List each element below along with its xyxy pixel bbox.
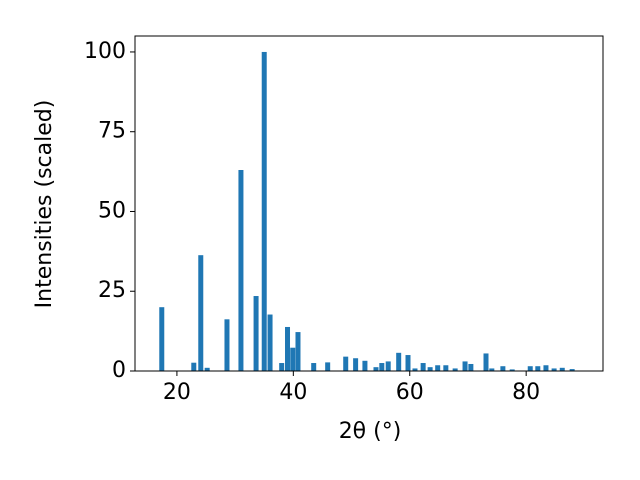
bar: [462, 361, 468, 371]
bar: [379, 363, 385, 371]
bar: [198, 255, 204, 371]
bar: [279, 363, 285, 371]
x-axis-label: 2θ (°): [339, 419, 402, 444]
bar: [353, 358, 359, 371]
y-tick-label: 100: [84, 39, 126, 64]
bar: [435, 365, 441, 371]
bar: [373, 367, 379, 371]
bar: [569, 369, 575, 371]
bar: [483, 353, 489, 371]
bar: [527, 366, 533, 371]
plot-frame: [134, 35, 604, 372]
bar: [325, 362, 331, 371]
bar: [509, 369, 515, 371]
bar: [238, 170, 244, 371]
bar: [295, 332, 301, 371]
bar: [551, 368, 557, 371]
bar: [253, 296, 259, 371]
bar: [489, 368, 495, 371]
bar: [500, 366, 506, 371]
x-tick-label: 80: [512, 380, 540, 405]
bar: [343, 356, 349, 371]
bar: [543, 365, 549, 371]
y-tick-label: 75: [98, 119, 126, 144]
bar: [385, 361, 391, 371]
y-tick-label: 50: [98, 198, 126, 223]
bar: [261, 51, 267, 371]
y-tick-label: 25: [98, 278, 126, 303]
bar: [204, 367, 210, 371]
y-tick-label: 0: [112, 358, 126, 383]
bar: [290, 347, 296, 371]
bar: [362, 360, 368, 371]
x-tick-label: 20: [163, 380, 191, 405]
bar: [159, 307, 165, 371]
x-tick-label: 40: [279, 380, 307, 405]
bar: [224, 319, 230, 371]
bar: [420, 363, 426, 371]
bar: [452, 368, 458, 371]
bar: [311, 363, 317, 371]
bar: [405, 355, 411, 371]
bar: [191, 362, 197, 371]
bar: [412, 368, 418, 371]
bar: [559, 367, 565, 371]
bar: [267, 314, 273, 371]
bar: [285, 326, 291, 371]
bar: [468, 363, 474, 371]
y-axis-label: Intensities (scaled): [32, 100, 57, 309]
bar: [427, 367, 433, 371]
bar: [396, 352, 402, 371]
x-tick-label: 60: [396, 380, 424, 405]
bar: [535, 366, 541, 371]
bar: [443, 365, 449, 371]
